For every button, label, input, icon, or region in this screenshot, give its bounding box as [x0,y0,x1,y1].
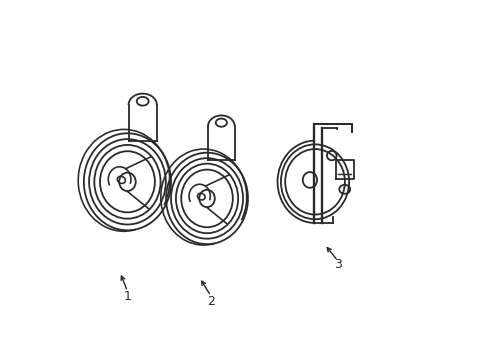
Text: 3: 3 [333,258,341,271]
Text: 1: 1 [123,290,131,303]
Text: 2: 2 [206,295,214,308]
